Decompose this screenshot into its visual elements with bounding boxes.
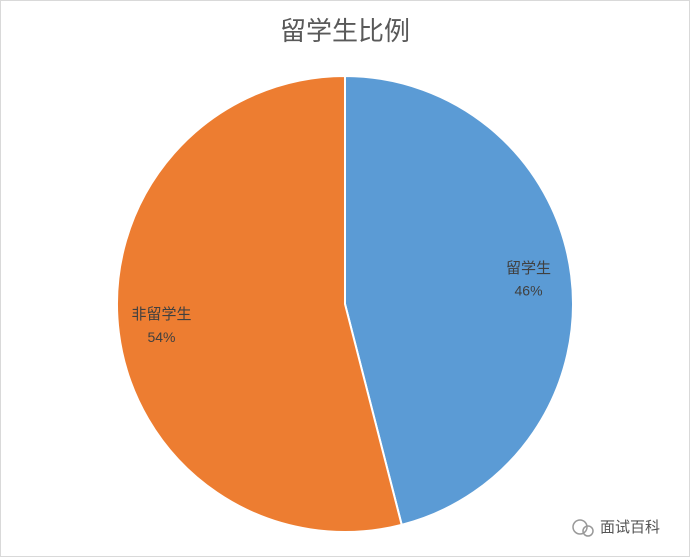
pie-slice bbox=[116, 74, 403, 533]
watermark-icon bbox=[582, 525, 594, 537]
slice-value-label: 54% bbox=[147, 329, 175, 345]
slice-category-label: 非留学生 bbox=[131, 306, 191, 323]
pie-slice bbox=[344, 74, 574, 527]
slice-value-label: 46% bbox=[515, 283, 543, 299]
watermark: 面试百科 bbox=[572, 519, 660, 537]
chart-title: 留学生比例 bbox=[280, 16, 410, 46]
slice-category-label: 留学生 bbox=[506, 260, 551, 277]
watermark-icon bbox=[572, 519, 588, 535]
watermark-text: 面试百科 bbox=[600, 519, 660, 536]
